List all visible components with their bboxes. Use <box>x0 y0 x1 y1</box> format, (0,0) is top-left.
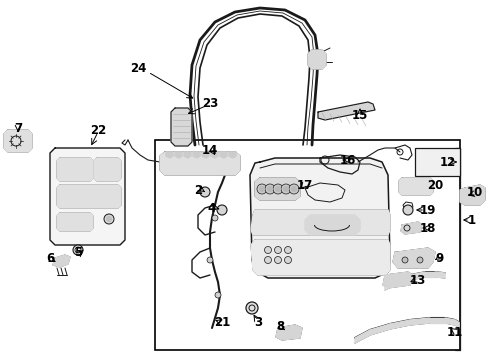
Text: 14: 14 <box>202 144 218 157</box>
Polygon shape <box>50 148 125 245</box>
Circle shape <box>259 186 265 192</box>
Polygon shape <box>175 152 182 158</box>
Polygon shape <box>255 178 300 200</box>
Text: 18: 18 <box>420 221 436 234</box>
Polygon shape <box>251 240 390 275</box>
Polygon shape <box>193 152 200 158</box>
Circle shape <box>265 184 275 194</box>
Circle shape <box>265 256 271 264</box>
Text: 8: 8 <box>276 320 284 333</box>
Polygon shape <box>251 210 390 235</box>
Circle shape <box>417 257 423 263</box>
Circle shape <box>215 292 221 298</box>
Polygon shape <box>399 178 433 195</box>
Text: 12: 12 <box>440 156 456 168</box>
Text: 24: 24 <box>130 62 146 75</box>
Polygon shape <box>229 152 236 158</box>
Text: 17: 17 <box>297 179 313 192</box>
Circle shape <box>289 184 299 194</box>
Circle shape <box>217 205 227 215</box>
Polygon shape <box>435 272 445 278</box>
Text: 23: 23 <box>202 96 218 109</box>
Circle shape <box>106 216 112 222</box>
Text: 10: 10 <box>467 185 483 198</box>
Polygon shape <box>430 318 445 323</box>
Circle shape <box>274 247 281 253</box>
Circle shape <box>283 186 289 192</box>
Polygon shape <box>166 152 173 158</box>
Circle shape <box>281 184 291 194</box>
Polygon shape <box>94 158 121 181</box>
Text: 13: 13 <box>410 274 426 287</box>
Polygon shape <box>171 108 192 146</box>
Text: 4: 4 <box>208 202 216 215</box>
Polygon shape <box>393 248 435 268</box>
Polygon shape <box>250 158 390 278</box>
Circle shape <box>265 247 271 253</box>
Polygon shape <box>57 213 93 231</box>
Circle shape <box>291 186 297 192</box>
Text: 16: 16 <box>340 153 356 166</box>
Polygon shape <box>390 320 410 329</box>
Polygon shape <box>410 318 430 325</box>
Circle shape <box>285 256 292 264</box>
Polygon shape <box>370 324 390 335</box>
Text: 9: 9 <box>436 252 444 265</box>
Polygon shape <box>445 318 455 325</box>
Polygon shape <box>318 102 375 120</box>
Polygon shape <box>57 185 121 208</box>
Polygon shape <box>57 158 93 181</box>
Polygon shape <box>410 272 425 280</box>
Text: 5: 5 <box>74 246 82 258</box>
Circle shape <box>104 214 114 224</box>
Polygon shape <box>308 50 326 69</box>
Text: 3: 3 <box>254 315 262 328</box>
Circle shape <box>267 186 273 192</box>
Circle shape <box>73 245 83 255</box>
Text: 19: 19 <box>420 203 436 216</box>
Circle shape <box>285 247 292 253</box>
Bar <box>155 140 460 350</box>
Circle shape <box>403 205 413 215</box>
Polygon shape <box>401 222 422 234</box>
Circle shape <box>274 256 281 264</box>
Text: 1: 1 <box>468 213 476 226</box>
Polygon shape <box>385 280 395 290</box>
Polygon shape <box>395 275 410 285</box>
Polygon shape <box>53 255 70 267</box>
Text: 20: 20 <box>427 179 443 192</box>
Bar <box>415 148 460 176</box>
Text: 15: 15 <box>352 108 368 122</box>
Text: 21: 21 <box>214 315 230 328</box>
Circle shape <box>246 302 258 314</box>
Text: 6: 6 <box>46 252 54 265</box>
Polygon shape <box>184 152 191 158</box>
Polygon shape <box>276 325 302 340</box>
Text: 11: 11 <box>447 325 463 338</box>
Circle shape <box>275 186 281 192</box>
Circle shape <box>212 215 218 221</box>
Circle shape <box>402 257 408 263</box>
Circle shape <box>273 184 283 194</box>
Polygon shape <box>305 215 360 235</box>
Polygon shape <box>160 152 240 175</box>
Text: 7: 7 <box>14 122 22 135</box>
Text: 22: 22 <box>90 123 106 136</box>
Polygon shape <box>383 272 413 288</box>
Text: 2: 2 <box>194 184 202 197</box>
Polygon shape <box>460 185 485 205</box>
Polygon shape <box>4 130 32 152</box>
Polygon shape <box>455 320 460 328</box>
Polygon shape <box>425 272 435 277</box>
Circle shape <box>200 187 210 197</box>
Polygon shape <box>202 152 209 158</box>
Polygon shape <box>355 330 370 343</box>
Polygon shape <box>211 152 218 158</box>
Circle shape <box>257 184 267 194</box>
Circle shape <box>207 257 213 263</box>
Polygon shape <box>220 152 227 158</box>
